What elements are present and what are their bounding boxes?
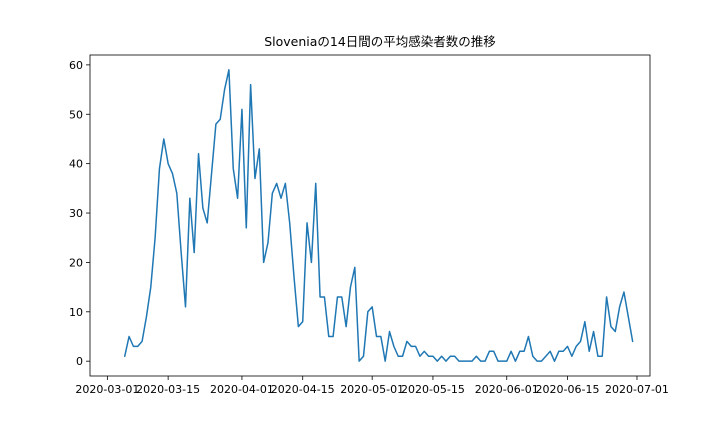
y-tick-label: 20	[69, 256, 83, 269]
x-tick-label: 2020-07-01	[605, 383, 669, 396]
y-tick-label: 50	[69, 108, 83, 121]
x-tick-label: 2020-03-15	[136, 383, 200, 396]
x-tick-label: 2020-05-01	[340, 383, 404, 396]
y-tick-label: 30	[69, 207, 83, 220]
x-tick-label: 2020-06-01	[475, 383, 539, 396]
axes-frame	[89, 54, 651, 377]
x-tick-label: 2020-06-15	[536, 383, 600, 396]
y-tick-label: 0	[76, 355, 83, 368]
series-line	[123, 69, 634, 362]
x-tick-label: 2020-03-01	[75, 383, 139, 396]
y-tick-label: 40	[69, 158, 83, 171]
chart-title: Sloveniaの14日間の平均感染者数の推移	[264, 34, 496, 49]
y-tick-label: 60	[69, 59, 83, 72]
x-tick-label: 2020-05-15	[401, 383, 465, 396]
x-tick-label: 2020-04-15	[271, 383, 335, 396]
y-tick-label: 10	[69, 306, 83, 319]
x-tick-label: 2020-04-01	[210, 383, 274, 396]
